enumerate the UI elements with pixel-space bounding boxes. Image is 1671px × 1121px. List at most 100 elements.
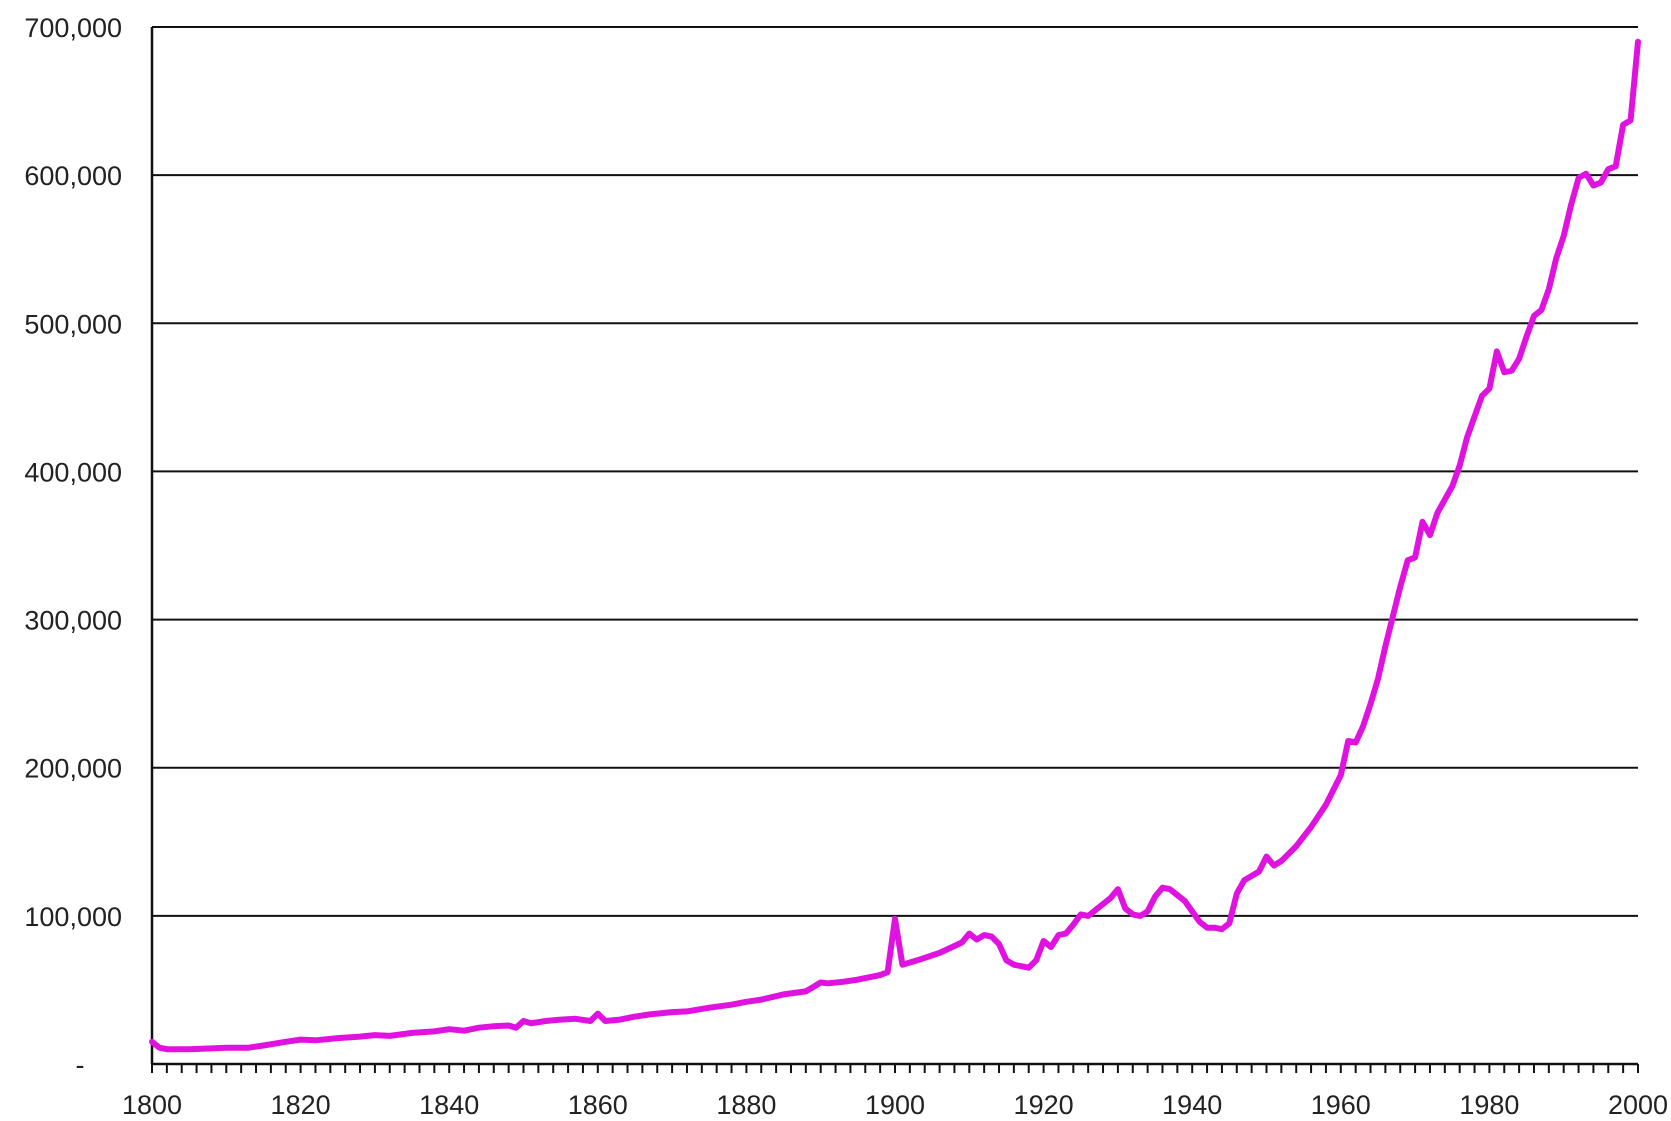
data-point xyxy=(374,1035,375,1036)
data-point xyxy=(1586,173,1587,174)
data-point xyxy=(1563,235,1564,236)
data-point xyxy=(478,1027,479,1028)
x-tick-label: 1840 xyxy=(419,1090,479,1120)
data-point xyxy=(1229,923,1230,924)
data-point xyxy=(1073,924,1074,925)
y-tick-label: 600,000 xyxy=(24,161,122,191)
data-point xyxy=(620,1019,621,1020)
data-point xyxy=(1140,915,1141,916)
data-point xyxy=(857,979,858,980)
data-point xyxy=(1496,351,1497,352)
data-point xyxy=(1036,960,1037,961)
data-point xyxy=(976,939,977,940)
data-point xyxy=(1266,856,1267,857)
data-point xyxy=(1028,967,1029,968)
data-point xyxy=(530,1023,531,1024)
x-tick-label: 1800 xyxy=(122,1090,182,1120)
data-point xyxy=(1184,901,1185,902)
data-point xyxy=(961,942,962,943)
data-point xyxy=(1080,914,1081,915)
y-tick-label: 400,000 xyxy=(24,457,122,487)
data-point xyxy=(211,1048,212,1049)
data-point xyxy=(1363,726,1364,727)
x-tick-label: 1820 xyxy=(271,1090,331,1120)
data-point xyxy=(1043,941,1044,942)
data-point xyxy=(1593,185,1594,186)
data-point xyxy=(783,994,784,995)
data-point xyxy=(1385,646,1386,647)
data-point xyxy=(843,981,844,982)
data-point xyxy=(1155,896,1156,897)
data-point xyxy=(1378,678,1379,679)
data-point xyxy=(1519,358,1520,359)
data-point xyxy=(508,1025,509,1026)
data-point xyxy=(1259,871,1260,872)
data-point xyxy=(1214,927,1215,928)
data-point xyxy=(1169,889,1170,890)
data-point xyxy=(1006,960,1007,961)
data-point xyxy=(984,935,985,936)
series-line xyxy=(149,38,1641,1053)
data-point xyxy=(902,964,903,965)
data-point xyxy=(545,1021,546,1022)
data-point xyxy=(1630,120,1631,121)
data-point xyxy=(1296,846,1297,847)
data-point xyxy=(1207,927,1208,928)
x-tick-label: 1880 xyxy=(716,1090,776,1120)
y-tick-label: 100,000 xyxy=(24,902,122,932)
gridlines xyxy=(152,26,1638,917)
data-point xyxy=(434,1031,435,1032)
data-point xyxy=(1615,166,1616,167)
data-point xyxy=(166,1049,167,1050)
data-point xyxy=(969,933,970,934)
data-point xyxy=(523,1021,524,1022)
data-point xyxy=(1474,416,1475,417)
y-tick-label: 200,000 xyxy=(24,754,122,784)
data-point xyxy=(1348,741,1349,742)
data-point xyxy=(152,1041,153,1042)
data-point xyxy=(1504,372,1505,373)
y-tick-label: 500,000 xyxy=(24,309,122,339)
data-point xyxy=(1088,915,1089,916)
data-point xyxy=(1177,895,1178,896)
data-point xyxy=(805,991,806,992)
data-point xyxy=(493,1026,494,1027)
data-point xyxy=(1013,964,1014,965)
data-point xyxy=(1110,898,1111,899)
data-point xyxy=(1482,395,1483,396)
data-point xyxy=(464,1030,465,1031)
axes xyxy=(150,27,1639,1073)
data-point xyxy=(1459,465,1460,466)
data-point xyxy=(820,982,821,983)
data-point xyxy=(880,975,881,976)
data-point xyxy=(1526,336,1527,337)
x-tick-label: 1920 xyxy=(1014,1090,1074,1120)
data-point xyxy=(360,1036,361,1037)
data-point xyxy=(1437,512,1438,513)
data-point xyxy=(1117,889,1118,890)
data-point xyxy=(1199,921,1200,922)
data-point xyxy=(1452,486,1453,487)
y-tick-label: - xyxy=(76,1050,85,1080)
data-point xyxy=(1273,865,1274,866)
data-point xyxy=(746,1001,747,1002)
data-point xyxy=(1623,124,1624,125)
data-point xyxy=(300,1039,301,1040)
data-point xyxy=(731,1004,732,1005)
data-point xyxy=(560,1019,561,1020)
data-point xyxy=(1051,947,1052,948)
data-point xyxy=(1400,587,1401,588)
data-point xyxy=(939,952,940,953)
data-point xyxy=(649,1014,650,1015)
data-point xyxy=(1541,310,1542,311)
data-point xyxy=(226,1047,227,1048)
data-point xyxy=(1467,437,1468,438)
data-point xyxy=(449,1029,450,1030)
data-point xyxy=(687,1011,688,1012)
data-point xyxy=(1392,616,1393,617)
data-point xyxy=(1407,560,1408,561)
data-point xyxy=(337,1038,338,1039)
data-point xyxy=(1221,929,1222,930)
data-point xyxy=(1638,41,1639,42)
